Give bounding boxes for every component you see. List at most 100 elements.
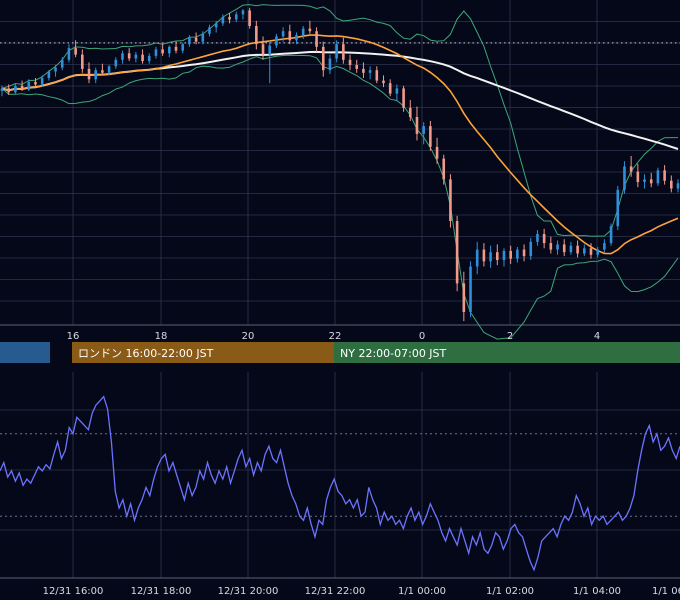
candle-body — [422, 126, 425, 134]
candle-body — [462, 283, 466, 312]
candle-body — [34, 81, 37, 85]
session-london — [72, 342, 334, 363]
candle — [469, 261, 472, 318]
candle — [422, 122, 425, 145]
candle-body — [382, 80, 385, 84]
candle-body — [241, 10, 245, 15]
candle-body — [208, 27, 211, 34]
candle-body — [288, 31, 292, 41]
candle-body — [101, 70, 104, 73]
candle — [308, 20, 312, 34]
candle-body — [549, 243, 553, 250]
candle-body — [569, 245, 573, 253]
candle — [342, 37, 345, 64]
candle — [596, 247, 599, 258]
candle-body — [0, 88, 4, 91]
candle — [482, 243, 486, 267]
candle-body — [529, 241, 533, 257]
candle-body — [281, 31, 285, 37]
session-bar: ロンドン 16:00-22:00 JST NY 22:00-07:00 JST — [0, 342, 680, 363]
candle — [328, 54, 332, 75]
candle — [355, 59, 359, 73]
candle-body — [214, 23, 218, 28]
candle-body — [228, 16, 231, 20]
candle-body — [362, 68, 365, 73]
candle — [449, 174, 452, 228]
price-pane — [0, 0, 680, 340]
bollinger-upper-line — [1, 4, 678, 237]
candle-body — [127, 53, 131, 59]
candle — [114, 57, 118, 69]
candle — [201, 31, 205, 45]
osc-x-tick-label: 1/1 00:00 — [398, 586, 446, 597]
candle — [576, 240, 579, 258]
candle — [54, 65, 57, 77]
candle-body — [54, 67, 57, 72]
candle — [248, 7, 251, 29]
candle — [154, 46, 158, 59]
candle — [582, 244, 586, 257]
candle-body — [141, 54, 144, 62]
candle — [7, 84, 10, 95]
candle-body — [321, 46, 325, 71]
osc-x-tick-label: 12/31 22:00 — [305, 586, 366, 597]
candle-body — [449, 179, 452, 221]
candle — [536, 230, 539, 246]
candle-body — [395, 88, 399, 94]
osc-x-tick-label: 1/1 06:00 — [652, 586, 680, 597]
candle-body — [94, 70, 98, 80]
candle — [234, 11, 238, 23]
price-x-tick-label: 18 — [155, 331, 168, 342]
candle-body — [623, 166, 626, 190]
candle — [462, 271, 466, 322]
osc-x-tick-label: 12/31 20:00 — [218, 586, 279, 597]
candle-body — [40, 78, 44, 85]
candle-body — [656, 170, 660, 184]
candle — [489, 245, 492, 268]
candle-body — [268, 45, 272, 55]
candle-body — [643, 179, 646, 182]
candle — [429, 120, 432, 151]
candle-body — [261, 44, 265, 55]
candle — [134, 52, 138, 63]
candle-body — [408, 107, 412, 117]
candle — [676, 179, 680, 193]
session-london-label: ロンドン 16:00-22:00 JST — [78, 347, 214, 360]
candle — [442, 154, 446, 185]
price-x-tick-label: 2 — [507, 331, 513, 342]
candle-body — [315, 31, 318, 47]
candle — [335, 40, 338, 63]
candle — [168, 45, 171, 58]
candle-body — [168, 46, 171, 54]
candle — [643, 174, 646, 189]
candle-body — [161, 49, 164, 54]
candle-body — [636, 171, 640, 182]
candle — [315, 27, 318, 52]
candle-body — [609, 226, 613, 244]
candle — [241, 9, 245, 20]
candle-body — [328, 58, 332, 71]
candle-body — [469, 266, 472, 312]
candle-body — [522, 249, 526, 257]
candle-body — [676, 183, 680, 189]
candle-body — [134, 54, 138, 59]
bollinger-lower-line — [1, 54, 679, 340]
candle-body — [516, 249, 519, 259]
candle-body — [121, 53, 124, 60]
candle-body — [475, 249, 479, 267]
candle-body — [174, 46, 178, 51]
candle — [74, 40, 77, 58]
candle-body — [107, 66, 111, 73]
candle-body — [81, 54, 84, 69]
candle — [181, 42, 185, 54]
candle-body — [295, 35, 298, 41]
candle — [34, 78, 37, 89]
candle — [60, 57, 64, 71]
candle — [475, 241, 479, 275]
candle — [47, 70, 51, 81]
session-ny — [334, 342, 680, 363]
candle-body — [348, 59, 352, 65]
candle-body — [596, 249, 599, 255]
oscillator-line — [0, 395, 680, 572]
candle — [301, 26, 305, 39]
